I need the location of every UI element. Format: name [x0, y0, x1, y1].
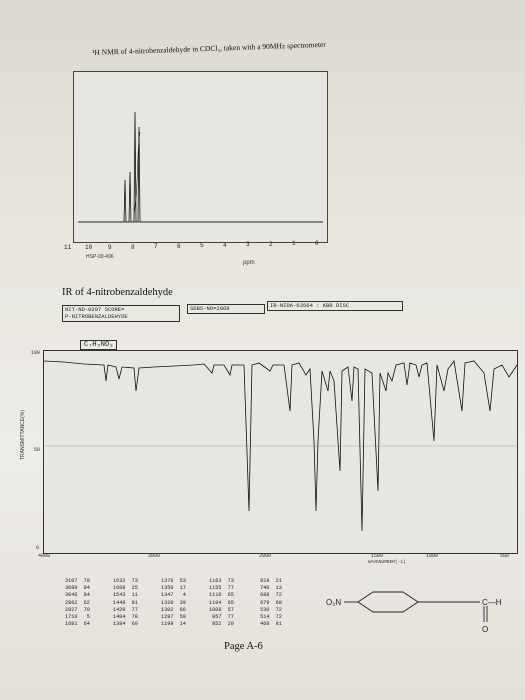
- ir-x-label: WAVENUMBER(-1): [368, 560, 406, 565]
- peak-column-4: 1163 73 1155 77 1110 65 1104 65 1008 57 …: [209, 578, 234, 628]
- ir-x-tick: 3000: [148, 553, 161, 559]
- nmr-tick: 5: [200, 242, 204, 249]
- nmr-tick: 7: [154, 243, 158, 250]
- ir-header: NIT-ND-0207 SCORE= P-NITROBENZALDEHYDE S…: [62, 297, 514, 349]
- ir-header-code: NIT-ND-0207 SCORE=: [65, 306, 125, 313]
- ir-header-compound: P-NITROBENZALDEHYDE: [65, 313, 128, 320]
- ir-x-tick: 4000: [38, 553, 51, 559]
- ir-y-label: TRANSMITTANCE(%): [20, 410, 26, 460]
- nmr-tick: 3: [246, 241, 250, 248]
- nmr-tick: 8: [131, 244, 135, 251]
- nmr-tick: 11: [64, 244, 72, 251]
- nmr-tick: 4: [223, 242, 227, 249]
- nmr-spectrum-svg: [78, 111, 323, 223]
- nitro-group-label: O₂N: [326, 598, 341, 607]
- ir-header-left: NIT-ND-0207 SCORE= P-NITROBENZALDEHYDE: [62, 305, 180, 322]
- peak-column-3: 1376 53 1350 17 1347 4 1320 39 1302 66 1…: [161, 578, 186, 628]
- peak-column-5: 819 21 740 13 688 72 679 60 530 72 514 7…: [260, 578, 282, 628]
- nmr-axis-unit: ppm: [243, 260, 255, 266]
- ir-x-tick: 2000: [259, 553, 272, 559]
- benzaldehyde-structure-svg: O₂N C—H O: [326, 591, 502, 634]
- nmr-tick: 1: [292, 240, 296, 247]
- ir-x-tick: 1000: [426, 553, 439, 559]
- carbonyl-oxygen-label: O: [482, 625, 488, 634]
- ir-y-tick: 0: [36, 545, 40, 551]
- ir-y-tick: 50: [34, 447, 41, 453]
- ir-header-right: IR-NIDA-63564 : KBR DISC: [267, 301, 403, 311]
- nmr-tick: 2: [269, 241, 273, 248]
- nmr-code: HSP-00-496: [86, 254, 114, 260]
- ir-x-tick: 500: [500, 553, 510, 559]
- ir-title: IR of 4-nitrobenzaldehyde: [62, 287, 173, 298]
- nmr-title: ¹H NMR of 4-nitrobenzaldehyde in CDCl₃, …: [92, 39, 326, 57]
- peak-column-1: 3107 70 3080 84 3046 84 2862 62 2827 70 …: [65, 578, 90, 628]
- ir-x-tick: 1500: [371, 553, 384, 559]
- ir-spectrum-svg: [44, 360, 517, 532]
- ir-formula: C₇H₅NO₃: [80, 340, 118, 350]
- page-number: Page A-6: [224, 641, 263, 652]
- structure-drawing: O₂N C—H O: [320, 574, 520, 634]
- nmr-tick: 0: [315, 240, 319, 247]
- nmr-tick: 6: [177, 243, 181, 250]
- nmr-spectrum-plot: [73, 71, 328, 243]
- nmr-tick: 9: [108, 244, 112, 251]
- nmr-tick: 10: [85, 244, 93, 251]
- ir-spectrum-plot: [43, 350, 518, 554]
- peak-column-2: 1632 73 1608 25 1543 11 1446 81 1420 77 …: [113, 578, 138, 628]
- ir-header-mid: SDBS-NO=2069: [187, 304, 265, 314]
- aldehyde-group-label: C—H: [482, 598, 502, 607]
- nmr-x-axis: 11 10 9 8 7 6 5 4 3 2 1 0: [60, 238, 350, 268]
- ir-y-tick: 100: [31, 350, 41, 356]
